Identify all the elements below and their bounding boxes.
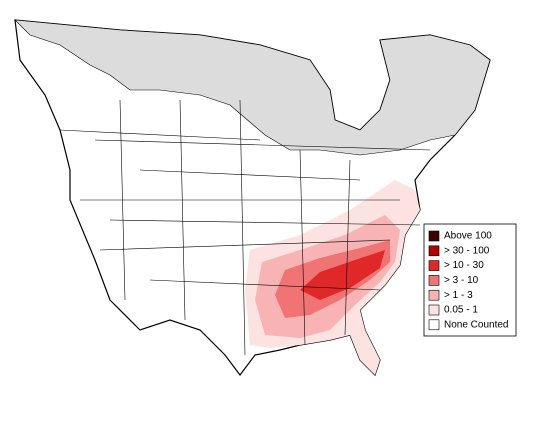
- region-borders: [59, 99, 431, 356]
- legend-swatch: [428, 289, 440, 301]
- legend-swatch: [428, 275, 440, 286]
- no-data-region: [14, 19, 491, 156]
- legend-swatch: [428, 245, 440, 257]
- legend-label: > 1 - 3: [444, 290, 473, 301]
- legend-label: > 30 - 100: [444, 245, 490, 256]
- legend-box: [423, 223, 517, 337]
- legend-label: > 3 - 10: [444, 275, 479, 286]
- legend-swatch: [428, 260, 440, 271]
- legend-label: 0.05 - 1: [444, 305, 478, 316]
- legend: Above 100 > 30 - 100 > 10 - 30 > 3 - 10 > 1 …: [423, 223, 517, 337]
- legend-label: None Counted: [444, 319, 509, 330]
- legend-swatch: [428, 230, 440, 242]
- legend-swatch: [428, 319, 440, 331]
- legend-label: > 10 - 30: [444, 260, 484, 271]
- legend-label: Above 100: [444, 231, 492, 242]
- legend-swatch: [428, 304, 440, 316]
